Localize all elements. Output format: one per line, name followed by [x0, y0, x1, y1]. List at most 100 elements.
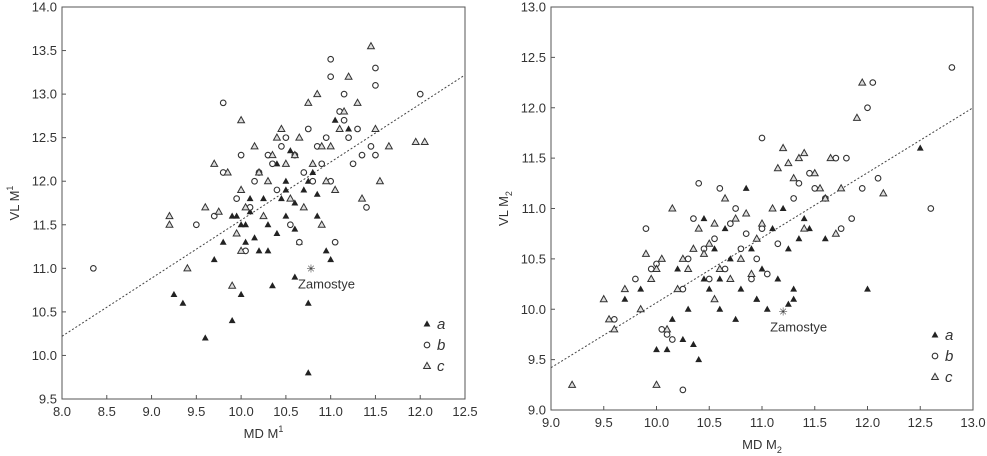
data-point-c	[810, 168, 820, 177]
data-point-c	[223, 167, 232, 176]
data-point-a	[732, 315, 740, 322]
data-point-c	[704, 239, 714, 247]
data-point-c	[768, 203, 777, 212]
x-tick-label: 9.0	[542, 415, 560, 430]
data-point-c	[236, 185, 246, 193]
data-point-a	[282, 177, 290, 184]
data-point-c	[668, 203, 677, 212]
x-tick-label: 12.5	[452, 404, 477, 419]
y-tick-label: 14.0	[32, 0, 57, 15]
data-point-c	[299, 202, 309, 211]
data-point-c	[836, 183, 846, 192]
x-tick-label: 11.5	[803, 415, 827, 430]
x-tick-label: 12.0	[408, 404, 433, 419]
legend: abc	[422, 316, 445, 375]
scatter-plot-2: 9.0 9.5 10.0 10.5 11.0 11.5 12.0 12.5 13.0 9.0 9.5…	[496, 0, 986, 455]
data-point-c	[784, 158, 793, 167]
legend: abc	[930, 327, 953, 386]
regression-line	[550, 107, 974, 369]
data-point-a	[246, 208, 254, 215]
y-tick-label: 13.0	[32, 87, 57, 102]
data-point-a	[748, 245, 755, 252]
data-point-a	[637, 285, 645, 292]
data-point-c	[339, 106, 349, 115]
data-point-c	[720, 193, 730, 202]
x-tick-label: 12.0	[855, 415, 880, 430]
data-point-c	[747, 269, 756, 278]
x-tick-label: 10.0	[228, 404, 253, 419]
y-tick-label: 10.0	[521, 302, 546, 317]
data-point-a	[684, 305, 692, 312]
data-point-b	[737, 245, 745, 253]
scatter-plot-1: 8.0 8.5 9.0 9.5 10.0 10.5 11.0 11.5 12.0 12.5 9.5 1…	[5, 0, 478, 441]
data-point-c	[826, 153, 835, 162]
data-point-b	[632, 275, 639, 283]
legend-label-c: c	[945, 369, 953, 386]
data-point-c	[317, 220, 326, 228]
data-point-c	[326, 141, 335, 150]
data-point-c	[308, 159, 318, 167]
data-point-c	[636, 304, 645, 313]
x-tick-label: 10.5	[697, 415, 722, 430]
legend-label-b: b	[437, 337, 445, 354]
data-point-c	[821, 193, 830, 202]
data-point-a	[621, 295, 629, 302]
data-point-b	[300, 169, 308, 176]
data-point-c	[736, 254, 746, 262]
zamostye-label: Zamostye	[298, 276, 355, 291]
series-a	[170, 116, 352, 376]
data-point-b	[763, 270, 771, 278]
data-point-a	[237, 290, 245, 297]
data-point-c	[689, 244, 698, 252]
data-point-a	[282, 186, 290, 193]
data-point-c	[879, 188, 888, 197]
data-point-b	[663, 331, 671, 338]
data-point-c	[852, 113, 862, 121]
y-tick-label: 12.0	[32, 174, 57, 189]
data-point-b	[192, 221, 200, 229]
data-point-a	[758, 265, 766, 272]
data-point-c	[330, 185, 340, 193]
data-point-b	[367, 143, 375, 150]
data-point-a	[753, 295, 761, 302]
data-point-a	[721, 225, 729, 232]
data-point-c	[678, 254, 688, 262]
data-point-a	[695, 356, 703, 363]
data-point-c	[604, 314, 614, 323]
legend-label-a: a	[437, 316, 445, 333]
data-point-c	[778, 143, 788, 152]
data-point-c	[366, 41, 376, 50]
data-point-c	[241, 202, 250, 211]
data-point-a	[313, 190, 321, 197]
data-point-a	[790, 285, 798, 292]
zamostye-marker-icon: ✳	[778, 306, 787, 318]
data-point-c	[272, 133, 282, 141]
data-point-c	[353, 98, 362, 106]
data-point-a	[774, 275, 782, 282]
data-point-c	[281, 159, 291, 167]
data-point-c	[209, 159, 219, 167]
data-point-a	[795, 235, 803, 242]
data-point-a	[716, 305, 724, 312]
data-point-c	[857, 77, 867, 86]
data-point-a	[711, 245, 718, 252]
data-point-c	[165, 220, 174, 228]
data-point-c	[652, 380, 661, 388]
x-tick-label: 8.5	[98, 404, 116, 419]
data-point-a	[800, 214, 808, 222]
data-point-b	[705, 275, 713, 283]
data-point-c	[295, 133, 304, 141]
data-point-b	[237, 151, 245, 159]
data-point-a	[264, 247, 272, 254]
x-tick-label: 9.5	[187, 404, 205, 419]
data-point-b	[716, 185, 724, 192]
data-point-b	[251, 177, 258, 185]
data-point-a	[742, 184, 750, 191]
plot-area	[550, 6, 974, 411]
data-point-c	[357, 194, 367, 202]
data-point-b	[282, 134, 290, 142]
data-point-b	[89, 264, 97, 272]
data-point-c	[646, 274, 656, 283]
data-point-a	[313, 212, 321, 219]
data-point-b	[843, 154, 850, 162]
